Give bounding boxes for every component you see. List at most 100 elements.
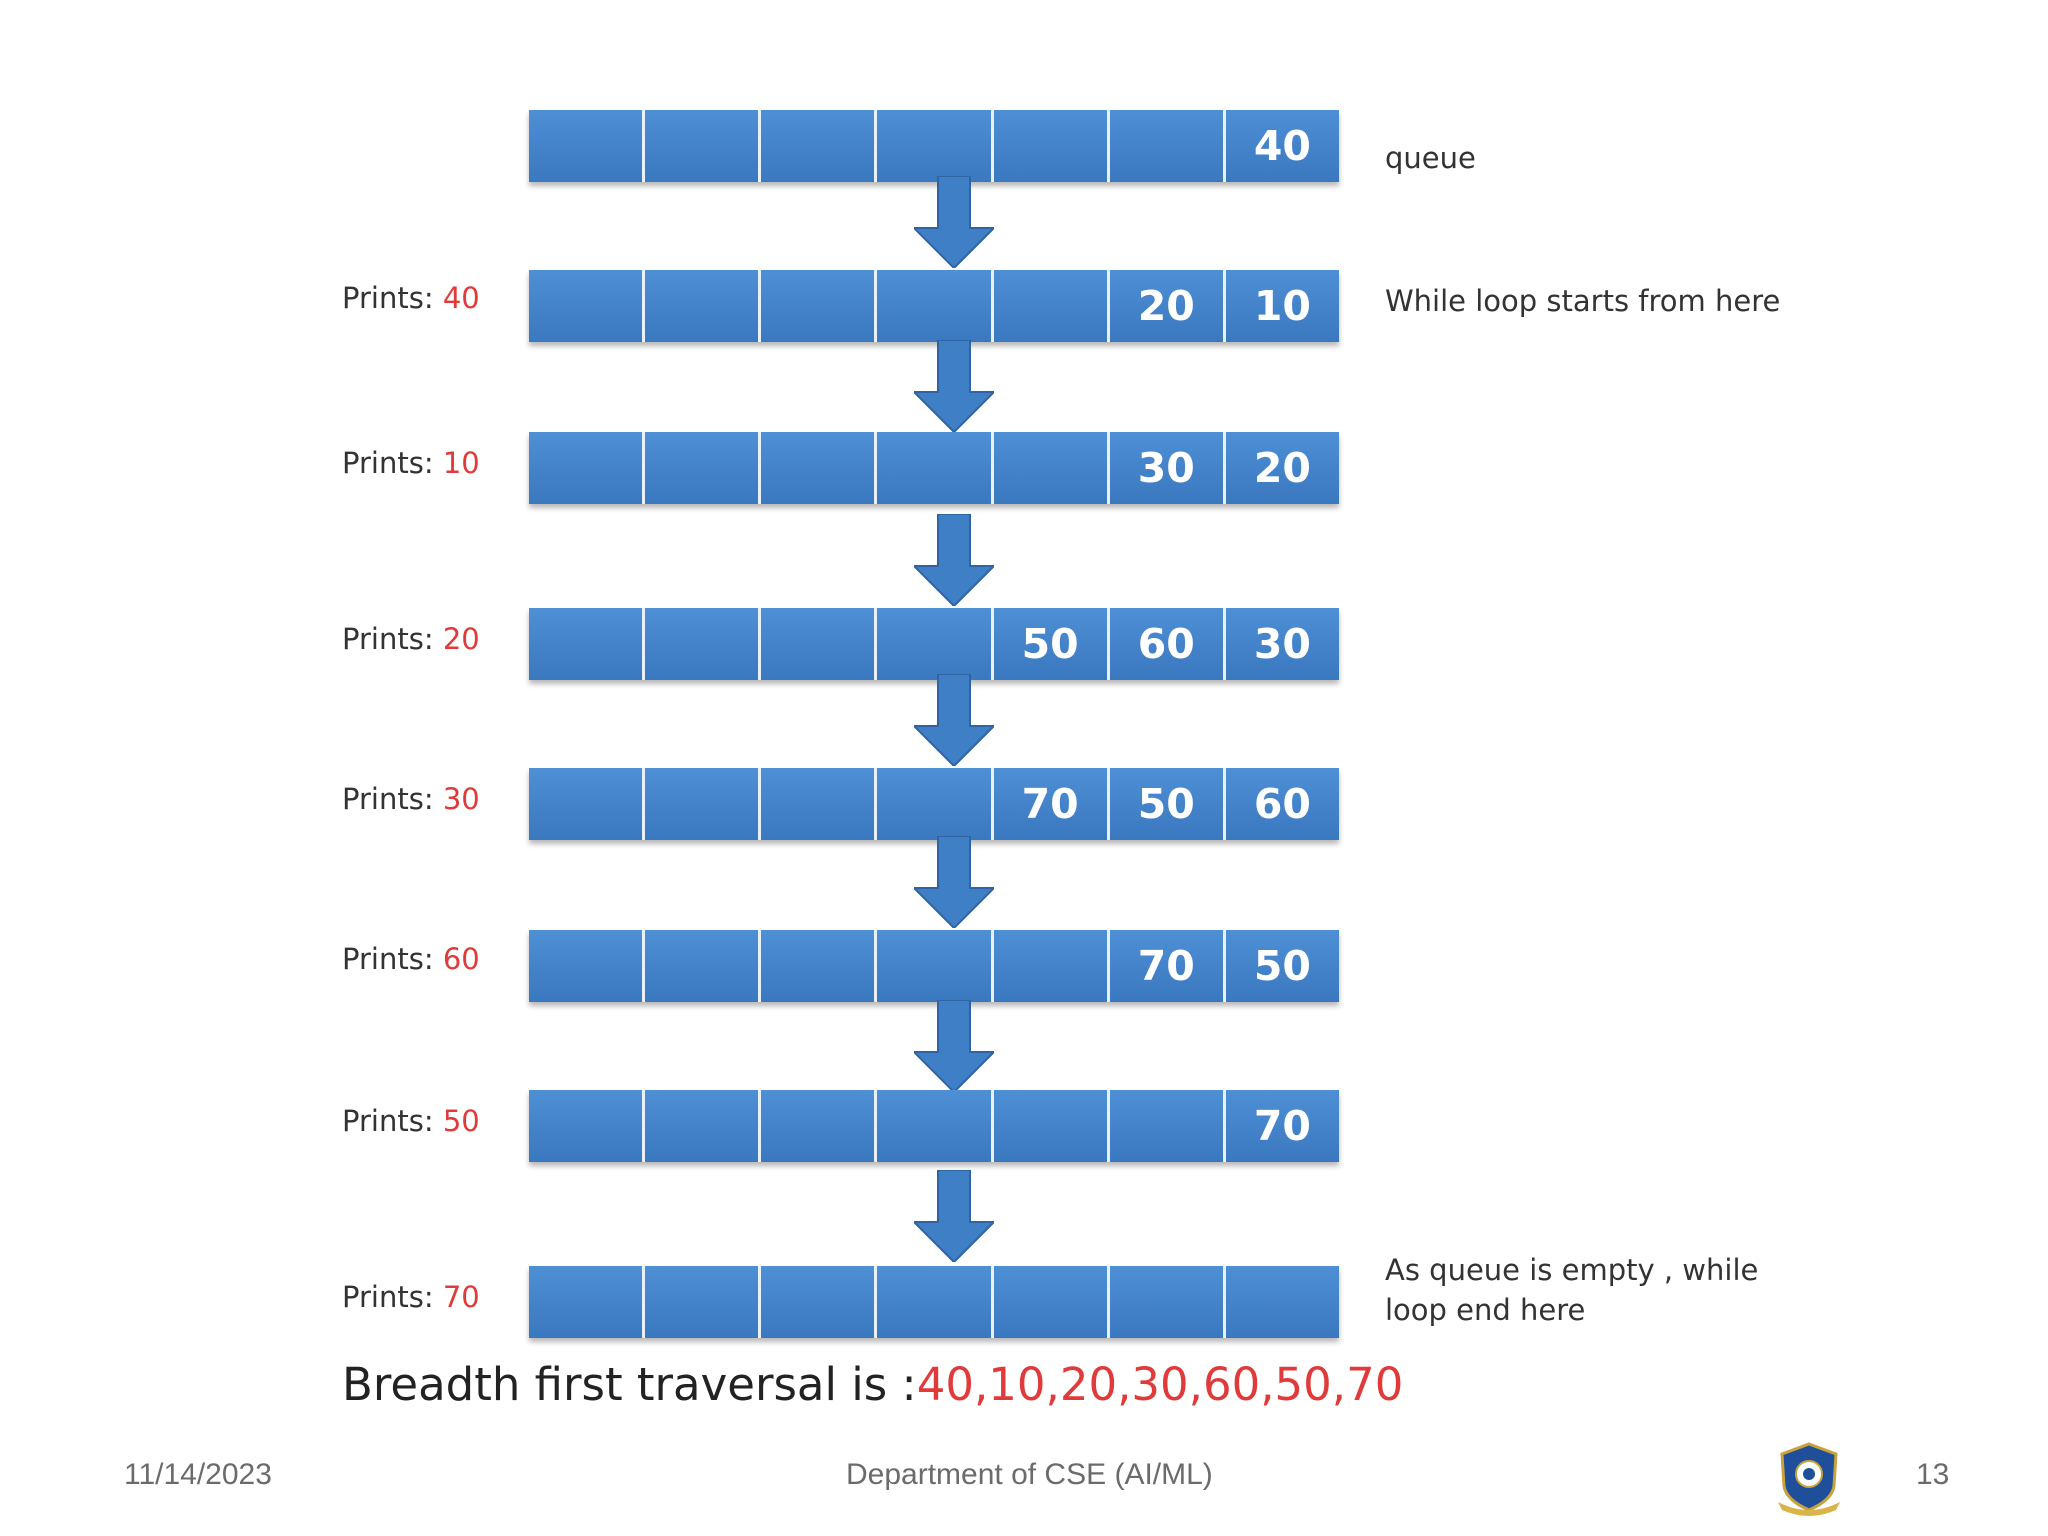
printed-value: 30 — [442, 782, 480, 816]
printed-value: 10 — [442, 446, 480, 480]
footer-department: Department of CSE (AI/ML) — [846, 1458, 1213, 1491]
queue-cell — [993, 930, 1110, 1002]
queue-cell: 30 — [1225, 608, 1339, 680]
prints-label-3: Prints: 20 — [342, 622, 480, 656]
note-loop-end-line2: loop end here — [1385, 1293, 1586, 1327]
queue-cell — [761, 608, 878, 680]
prints-prefix: Prints: — [342, 782, 443, 816]
printed-value: 50 — [442, 1104, 480, 1138]
queue-cell — [645, 432, 762, 504]
queue-cell — [529, 1090, 646, 1162]
queue-cell — [645, 930, 762, 1002]
queue-cell — [993, 1266, 1110, 1338]
queue-cell — [1109, 1090, 1226, 1162]
prints-prefix: Prints: — [342, 942, 443, 976]
queue-cell: 50 — [1225, 930, 1339, 1002]
note-loop-end: As queue is empty , while loop end here — [1385, 1250, 1758, 1330]
printed-value: 60 — [442, 942, 480, 976]
prints-prefix: Prints: — [342, 1104, 443, 1138]
queue-row-2: 30 20 — [529, 432, 1339, 504]
queue-cell — [645, 768, 762, 840]
prints-prefix: Prints: — [342, 1280, 443, 1314]
queue-cell — [761, 432, 878, 504]
queue-row-5: 70 50 — [529, 930, 1339, 1002]
result-label: Breadth first traversal is : — [342, 1358, 917, 1411]
queue-cell — [645, 608, 762, 680]
queue-cell: 20 — [1225, 432, 1339, 504]
queue-cell — [877, 930, 994, 1002]
down-arrow-icon — [914, 340, 994, 432]
institution-logo-icon — [1778, 1442, 1840, 1516]
queue-cell: 40 — [1225, 110, 1339, 182]
prints-prefix: Prints: — [342, 446, 443, 480]
down-arrow-icon — [914, 176, 994, 268]
queue-cell — [529, 270, 646, 342]
queue-cell — [1109, 1266, 1226, 1338]
queue-cell — [529, 110, 646, 182]
prints-label-5: Prints: 60 — [342, 942, 480, 976]
queue-cell — [529, 930, 646, 1002]
printed-value: 40 — [442, 281, 480, 315]
queue-cell — [529, 1266, 646, 1338]
queue-cell — [761, 1266, 878, 1338]
queue-cell — [529, 768, 646, 840]
queue-cell — [645, 270, 762, 342]
queue-row-3: 50 60 30 — [529, 608, 1339, 680]
queue-cell: 20 — [1109, 270, 1226, 342]
queue-cell — [877, 1090, 994, 1162]
queue-cell — [877, 1266, 994, 1338]
prints-label-4: Prints: 30 — [342, 782, 480, 816]
footer-date: 11/14/2023 — [124, 1458, 272, 1491]
queue-cell — [877, 270, 994, 342]
queue-cell — [993, 110, 1110, 182]
queue-cell: 70 — [1109, 930, 1226, 1002]
queue-cell — [761, 768, 878, 840]
queue-cell — [761, 930, 878, 1002]
down-arrow-icon — [914, 674, 994, 766]
queue-cell: 70 — [1225, 1090, 1339, 1162]
prints-prefix: Prints: — [342, 622, 443, 656]
queue-row-0: 40 — [529, 110, 1339, 182]
queue-cell — [993, 270, 1110, 342]
queue-cell — [761, 270, 878, 342]
prints-prefix: Prints: — [342, 281, 443, 315]
queue-cell — [529, 608, 646, 680]
prints-label-7: Prints: 70 — [342, 1280, 480, 1314]
note-loop-end-line1: As queue is empty , while — [1385, 1253, 1759, 1287]
prints-label-6: Prints: 50 — [342, 1104, 480, 1138]
queue-row-6: 70 — [529, 1090, 1339, 1162]
printed-value: 70 — [442, 1280, 480, 1314]
queue-row-4: 70 50 60 — [529, 768, 1339, 840]
queue-row-1: 20 10 — [529, 270, 1339, 342]
footer-page-number: 13 — [1916, 1458, 1950, 1491]
queue-cell — [1109, 110, 1226, 182]
queue-row-7 — [529, 1266, 1339, 1338]
result-value: 40,10,20,30,60,50,70 — [916, 1358, 1404, 1411]
queue-cell — [645, 110, 762, 182]
queue-cell — [645, 1266, 762, 1338]
queue-cell — [877, 110, 994, 182]
queue-cell: 30 — [1109, 432, 1226, 504]
queue-cell — [993, 432, 1110, 504]
down-arrow-icon — [914, 836, 994, 928]
down-arrow-icon — [914, 1000, 994, 1092]
queue-cell — [1225, 1266, 1339, 1338]
queue-cell — [761, 110, 878, 182]
down-arrow-icon — [914, 514, 994, 606]
prints-label-1: Prints: 40 — [342, 281, 480, 315]
queue-cell — [877, 608, 994, 680]
queue-cell — [645, 1090, 762, 1162]
note-queue: queue — [1385, 141, 1476, 175]
prints-label-2: Prints: 10 — [342, 446, 480, 480]
queue-cell — [761, 1090, 878, 1162]
printed-value: 20 — [442, 622, 480, 656]
queue-cell: 60 — [1225, 768, 1339, 840]
queue-cell: 10 — [1225, 270, 1339, 342]
queue-cell — [993, 1090, 1110, 1162]
queue-cell — [877, 768, 994, 840]
queue-cell: 60 — [1109, 608, 1226, 680]
queue-cell: 50 — [1109, 768, 1226, 840]
queue-cell: 50 — [993, 608, 1110, 680]
queue-cell — [877, 432, 994, 504]
